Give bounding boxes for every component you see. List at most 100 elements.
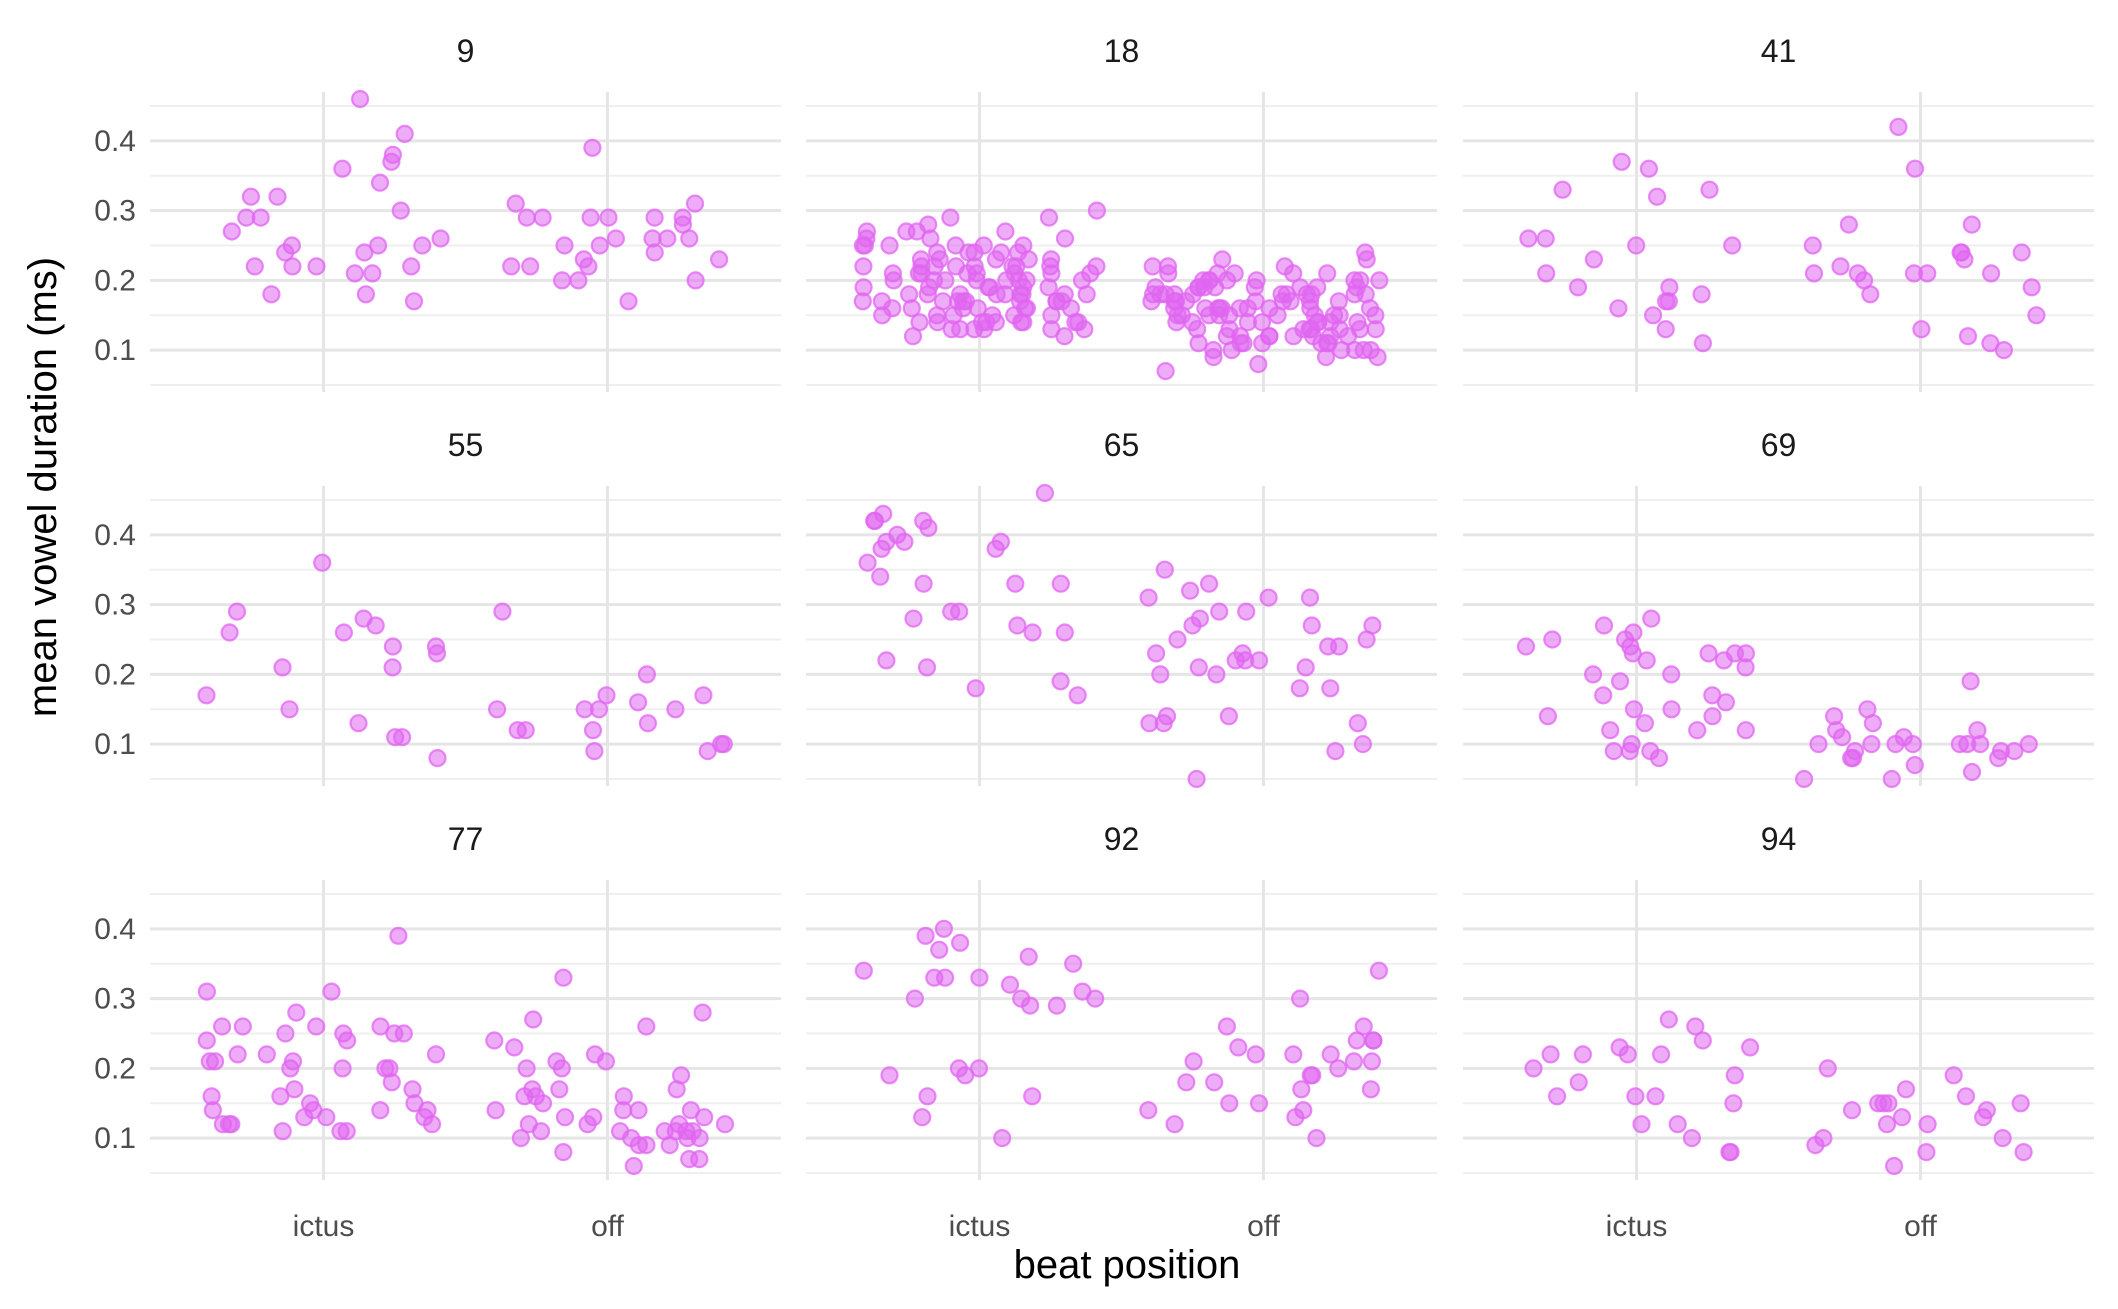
data-point <box>1329 1059 1348 1078</box>
data-point <box>1989 748 2008 768</box>
data-point <box>1318 264 1337 283</box>
data-point <box>980 278 999 297</box>
data-point <box>583 138 602 157</box>
data-point <box>517 208 536 227</box>
panel-title: 69 <box>1761 427 1797 463</box>
data-point <box>1642 609 1661 628</box>
facet-panel-55: 55 0.1 0.2 0.3 0.4 <box>94 427 781 786</box>
data-point <box>1259 588 1278 607</box>
data-point <box>914 574 933 593</box>
data-point <box>1962 215 1981 234</box>
data-point <box>1087 201 1107 220</box>
data-point <box>883 299 902 318</box>
data-point <box>637 1135 656 1155</box>
data-point <box>1023 1087 1042 1106</box>
data-point <box>1905 755 1924 775</box>
facet-panel-41: 41 <box>1463 33 2094 392</box>
x-tick-label: off <box>1247 1210 1280 1243</box>
data-point <box>596 1052 616 1071</box>
data-point <box>1019 947 1038 966</box>
y-tick-label: 0.2 <box>94 658 136 691</box>
data-point <box>1981 264 2001 283</box>
data-point <box>1537 264 1556 283</box>
data-point <box>1014 278 1033 297</box>
panel-title: 94 <box>1761 821 1797 857</box>
data-point <box>1524 1059 1543 1078</box>
data-point <box>1284 1045 1303 1064</box>
data-point <box>1081 264 1100 283</box>
data-point <box>1253 334 1272 353</box>
data-point <box>1538 707 1558 726</box>
x-tick-label: ictus <box>949 1210 1011 1243</box>
data-point <box>1912 320 1931 339</box>
data-point <box>1301 1066 1320 1085</box>
data-point <box>934 919 954 938</box>
data-point <box>1594 686 1613 705</box>
data-point <box>583 721 603 740</box>
data-point <box>1703 707 1722 726</box>
data-point <box>395 124 414 143</box>
data-point <box>574 250 593 269</box>
data-point <box>428 748 447 768</box>
data-point <box>273 1122 292 1141</box>
facet-panel-77: 77 0.1 0.2 0.3 0.4 ictus off <box>94 821 781 1243</box>
data-point <box>1794 769 1814 789</box>
data-point <box>1051 574 1070 593</box>
data-point <box>925 968 944 987</box>
data-point <box>1618 1045 1637 1064</box>
data-point <box>1187 769 1206 789</box>
data-point <box>1139 588 1158 607</box>
y-tick-label: 0.4 <box>94 125 136 158</box>
y-tick-label: 0.3 <box>94 983 136 1016</box>
data-point <box>1234 334 1253 353</box>
data-point <box>1172 306 1192 325</box>
data-point <box>1583 665 1603 684</box>
data-point <box>1682 1128 1702 1148</box>
data-point <box>1639 159 1659 178</box>
y-tick-label: 0.2 <box>94 264 136 297</box>
data-point <box>1892 1108 1912 1127</box>
data-point <box>637 1017 656 1036</box>
data-point <box>930 250 949 269</box>
data-point <box>502 257 521 276</box>
data-point <box>965 320 984 339</box>
data-point <box>578 1115 597 1134</box>
data-point <box>1862 734 1881 754</box>
data-point <box>918 1087 937 1106</box>
data-point <box>1874 1094 1893 1113</box>
data-point <box>1292 1080 1311 1099</box>
data-point <box>1212 299 1231 318</box>
data-point <box>1573 1045 1593 1064</box>
data-point <box>1632 1115 1651 1134</box>
data-point <box>271 1087 290 1106</box>
data-point <box>222 222 241 241</box>
data-point <box>516 721 535 740</box>
data-point <box>282 236 301 255</box>
data-point <box>884 271 903 290</box>
x-tick-label: ictus <box>293 1210 355 1243</box>
data-point <box>1268 306 1287 325</box>
data-point <box>1139 1101 1158 1120</box>
data-point <box>1656 320 1675 339</box>
data-point <box>673 208 692 227</box>
data-point <box>690 1149 709 1169</box>
data-point <box>1547 1087 1567 1106</box>
facet-panel-65: 65 <box>806 427 1437 789</box>
data-point <box>1316 348 1336 367</box>
data-point <box>1541 1045 1560 1064</box>
data-point <box>1008 616 1027 635</box>
data-point <box>1700 180 1719 199</box>
data-point <box>1180 581 1200 600</box>
data-point <box>1740 1038 1760 1057</box>
data-point <box>486 1101 505 1120</box>
data-point <box>1156 362 1175 381</box>
data-point <box>1326 741 1345 761</box>
data-point <box>1199 574 1219 593</box>
data-point <box>1204 348 1223 367</box>
data-point <box>1601 721 1620 740</box>
data-point <box>950 933 970 952</box>
data-point <box>912 257 931 276</box>
data-point <box>1662 665 1681 684</box>
data-point <box>671 1066 691 1085</box>
